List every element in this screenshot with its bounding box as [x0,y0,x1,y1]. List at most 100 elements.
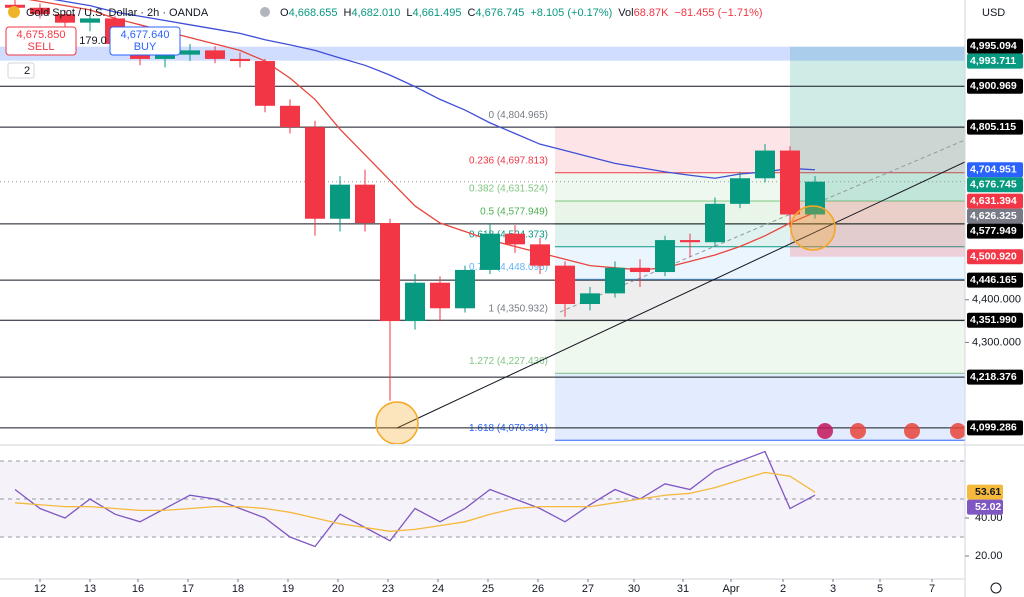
volume-part: −81.455 (−1.71%) [674,7,762,19]
x-tick-label: 25 [482,583,494,595]
candle-body [655,240,675,273]
rsi-label: 53.61 [975,486,1001,498]
candle-body [305,127,325,219]
ohlc: O4,668.655 H4,682.010 L4,661.495 C4,676.745… [280,7,763,19]
x-tick-label: 2 [780,583,786,595]
price-label-bg [967,78,1023,94]
candle-body [155,54,175,59]
candle-body [380,223,400,322]
candle-body [730,178,750,204]
price-label: 4,626.325 [970,210,1017,222]
candle-body [530,244,550,266]
symbol-icon [8,6,20,18]
ohlc-part: L [406,7,412,19]
price-label: 4,351.990 [970,314,1017,326]
fib-label: 0 (4,804.965) [489,110,549,121]
x-tick-label: 24 [432,583,444,595]
price-label: 4,900.969 [970,80,1017,92]
indicator-line [14,450,816,548]
price-label-bg [967,208,1023,224]
ohlc-part: O [280,7,289,19]
x-tick-label: 13 [84,583,96,595]
candle-body [455,269,475,309]
x-tick-label: 16 [132,583,144,595]
y-tick-label: 4,300.000 [972,336,1021,348]
x-tick-label: 26 [532,583,544,595]
header: Gold Spot / U.S. Dollar · 2h · OANDA O4,… [5,6,763,79]
price-label-bg [967,223,1023,239]
settings-icon[interactable] [990,582,1002,594]
fib-zone [555,373,965,441]
candle-body [480,233,500,270]
price-label-bg [967,312,1023,328]
price-label: 4,218.376 [970,371,1017,383]
price-label: 4,631.394 [970,195,1017,207]
price-label: 4,446.165 [970,274,1017,286]
fib-label: 0.5 (4,577.949) [480,207,548,218]
layers-button[interactable] [7,62,35,79]
x-tick-label: Apr [722,583,739,595]
buy-button[interactable] [109,26,181,56]
candle-body [705,203,725,243]
x-tick-label: 27 [582,583,594,595]
candle-body [755,150,775,179]
price-label-bg [967,420,1023,436]
event-icon [904,423,920,439]
candle-body [630,267,650,273]
price-label: 4,993.711 [970,55,1016,67]
candle-body [80,18,100,23]
event-icon [817,423,833,439]
x-tick-label: 30 [628,583,640,595]
candle-body [355,184,375,224]
x-tick-label: 31 [677,583,689,595]
price-label: 4,805.115 [970,121,1016,133]
buy-price: 4,677.640 [121,29,170,41]
symbol: Gold Spot / U.S. Dollar · 2h · OANDA [26,7,209,19]
event-icon [950,423,965,439]
fib-label: 1.272 (4,227.436) [469,356,548,367]
price-label: 4,704.951 [970,164,1017,176]
candle-body [55,14,75,23]
event-icon [850,423,866,439]
volume-part: 68.87K [634,7,670,19]
candle-body [580,293,600,305]
spread: 179.0 [79,35,107,47]
price-label-bg [967,38,1023,54]
price-label-bg [967,193,1023,209]
ohlc-part: 4,676.745 [475,7,524,19]
x-tick-label: 23 [382,583,394,595]
ohlc-part: 4,668.655 [289,7,338,19]
x-tick-label: 19 [282,583,294,595]
price-label-bg [967,53,1023,69]
fib-label: 1 (4,350.932) [489,303,549,314]
price-label: 4,995.094 [970,40,1017,52]
rsi-label: 52.02 [975,501,1001,513]
indicator-line [53,0,816,179]
price-label: 4,676.745 [970,179,1017,191]
price-label: 4,500.920 [970,251,1017,263]
sell-button[interactable] [5,26,77,56]
y-tick-label: 4,400.000 [972,294,1021,306]
price-label-bg [967,249,1023,265]
ohlc-part: 4,682.010 [351,7,400,19]
candle-body [555,265,575,305]
price-label-bg [967,272,1023,288]
price-label-bg [967,162,1023,178]
ohlc-part: +8.105 (+0.17%) [530,7,612,19]
ohlc-part: 4,661.495 [413,7,462,19]
candle-body [430,282,450,309]
candle-body [780,150,800,215]
candle-body [505,233,525,245]
indicator-line [14,471,816,532]
y-tick-label: 20.00 [975,550,1003,562]
layers-count: 2 [24,65,30,77]
volume-part: Vol [618,7,633,19]
rsi-label-bg [967,499,1003,515]
sell-label: SELL [28,41,55,53]
y-tick-label: 40.00 [975,512,1003,524]
rsi-label-bg [967,484,1003,500]
eye-icon[interactable] [260,7,270,17]
x-tick-label: 20 [332,583,344,595]
price-label-bg [967,119,1023,135]
